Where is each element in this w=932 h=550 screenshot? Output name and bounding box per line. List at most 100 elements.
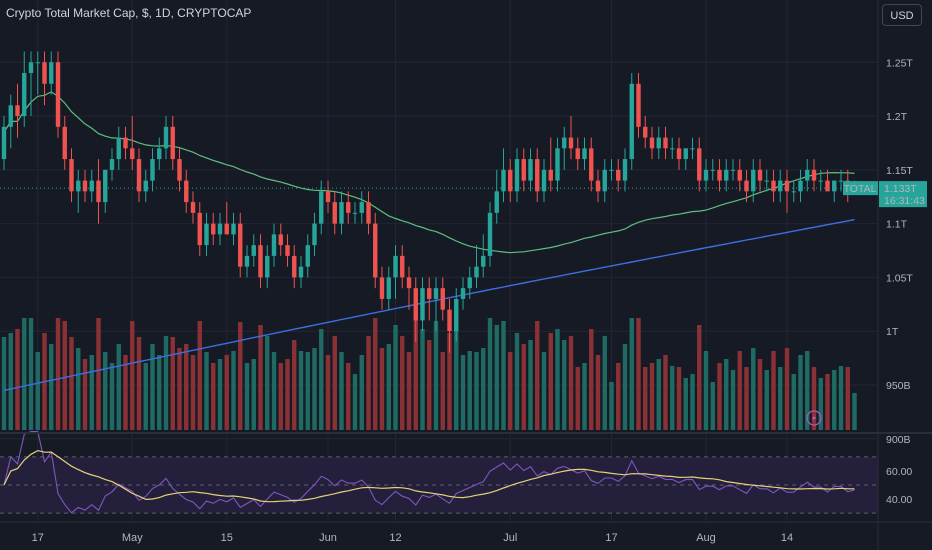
y-tick-label: 1.25T	[886, 57, 913, 69]
volume-bar	[784, 348, 790, 430]
volume-bar	[211, 363, 216, 430]
candle-body	[595, 180, 601, 192]
candle-body	[190, 202, 196, 213]
volume-bar	[555, 329, 560, 430]
grid	[0, 0, 878, 522]
y-tick-label: 950B	[886, 380, 911, 392]
volume-bar	[845, 367, 850, 430]
candle-body	[55, 62, 61, 127]
volume-bar	[764, 370, 769, 430]
volume-bar	[737, 351, 742, 430]
volume-bar	[184, 344, 189, 430]
volume-bar	[568, 336, 574, 430]
volume-bar	[190, 355, 196, 430]
volume-series	[1, 318, 857, 430]
candle-body	[278, 234, 283, 246]
volume-bar	[386, 344, 391, 430]
volume-bar	[130, 321, 135, 430]
volume-bar	[393, 325, 398, 430]
currency-button[interactable]: USD	[882, 4, 922, 26]
candle-body	[433, 288, 439, 299]
candle-body	[265, 255, 270, 278]
candle-body	[339, 202, 344, 224]
candle-body	[251, 245, 256, 256]
candle-body	[737, 169, 742, 181]
volume-bar	[690, 374, 695, 430]
volume-bar	[55, 318, 61, 430]
candle-body	[258, 245, 263, 278]
candle-body	[555, 148, 560, 181]
volume-bar	[76, 348, 81, 430]
x-tick-label: 15	[221, 532, 233, 544]
volume-bar	[285, 359, 290, 430]
volume-bar	[406, 352, 412, 430]
candle-body	[589, 148, 594, 181]
candle-body	[703, 169, 709, 181]
volume-bar	[109, 363, 115, 430]
volume-bar	[359, 355, 364, 430]
volume-bar	[352, 374, 358, 430]
volume-bar	[82, 359, 88, 430]
volume-bar	[595, 355, 601, 430]
volume-bar	[717, 363, 722, 430]
volume-bar	[89, 355, 94, 430]
candle-body	[467, 277, 472, 289]
candle-series	[1, 51, 857, 353]
candle-body	[231, 223, 236, 235]
volume-bar	[420, 329, 425, 430]
volume-bar	[730, 370, 736, 430]
volume-bar	[811, 367, 817, 430]
volume-bar	[562, 340, 567, 430]
candle-body	[62, 126, 67, 160]
volume-bar	[379, 348, 385, 430]
volume-bar	[217, 359, 223, 430]
x-tick-label: 12	[389, 532, 401, 544]
lightning-icon-glyph	[812, 414, 816, 422]
volume-bar	[636, 318, 641, 430]
volume-bar	[28, 318, 34, 430]
volume-bar	[177, 348, 182, 430]
candle-body	[298, 266, 304, 278]
volume-bar	[454, 329, 459, 430]
candle-body	[123, 137, 128, 149]
candle-body	[359, 202, 364, 213]
candle-body	[616, 169, 621, 181]
volume-bar	[346, 363, 351, 430]
volume-bar	[163, 336, 169, 430]
candle-body	[116, 137, 121, 160]
candle-body	[548, 169, 553, 181]
candle-body	[49, 62, 54, 84]
ma-fast-line	[3, 91, 855, 254]
volume-bar	[521, 344, 526, 430]
candle-body	[730, 169, 736, 171]
y-tick-label: 1.15T	[886, 165, 913, 177]
candle-body	[670, 148, 675, 150]
candle-body	[238, 223, 243, 267]
candle-body	[818, 180, 823, 182]
x-tick-label: 14	[781, 532, 793, 544]
candle-body	[204, 223, 209, 246]
candle-body	[629, 83, 634, 160]
candle-body	[825, 180, 830, 192]
volume-bar	[582, 363, 587, 430]
candle-body	[575, 148, 580, 160]
volume-bar	[467, 351, 472, 430]
candle-body	[663, 137, 668, 149]
volume-bar	[15, 329, 20, 430]
candle-body	[163, 126, 169, 149]
volume-bar	[656, 359, 661, 430]
candle-body	[474, 266, 479, 278]
candle-body	[757, 169, 763, 181]
candle-body	[69, 159, 74, 192]
volume-bar	[771, 351, 776, 430]
candle-body	[440, 288, 445, 310]
candle-body	[130, 148, 135, 160]
candle-body	[312, 223, 317, 246]
volume-bar	[244, 363, 250, 430]
candle-body	[15, 105, 20, 117]
candle-body	[487, 212, 493, 256]
volume-bar	[22, 318, 27, 430]
price-badge-value: 1.133T	[884, 183, 917, 195]
rsi-ma-line	[3, 449, 855, 503]
